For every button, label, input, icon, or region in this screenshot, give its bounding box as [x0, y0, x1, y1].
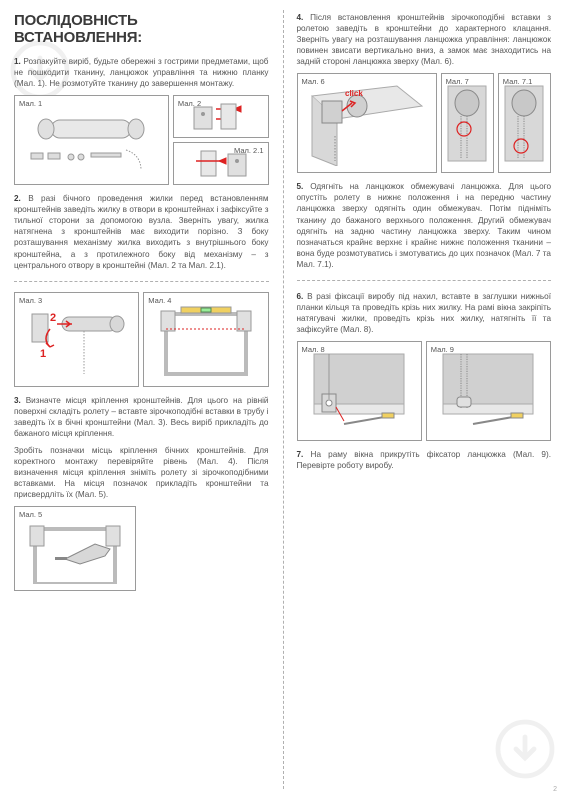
- step-text-2: В разі бічного проведення жилки перед вс…: [14, 194, 269, 269]
- paragraph-6: 6. В разі фіксації виробу під нахил, вст…: [297, 291, 552, 335]
- figure-label: Мал. 1: [19, 99, 42, 108]
- step-number-7: 7.: [297, 450, 304, 459]
- figure-5: Мал. 5: [14, 506, 136, 591]
- figure-2-1: Мал. 2.1: [173, 142, 269, 185]
- figure-1: Мал. 1: [14, 95, 169, 185]
- paragraph-4: 4. Після встановлення кронштейнів зірочк…: [297, 12, 552, 67]
- figure-row-1: Мал. 1 Мал. 2: [14, 95, 269, 185]
- level-icon: [151, 299, 261, 379]
- right-column: 4. Після встановлення кронштейнів зірочк…: [283, 0, 565, 799]
- tensioner-icon: [304, 349, 414, 434]
- step-number-3: 3.: [14, 396, 21, 405]
- figure-row-4: Мал. 6 click Мал. 7: [297, 73, 552, 173]
- figure-7-1: Мал. 7.1: [498, 73, 551, 173]
- figure-3: Мал. 3 2 1: [14, 292, 139, 387]
- figure-9: Мал. 9: [426, 341, 551, 441]
- click-mount-icon: click: [307, 81, 427, 166]
- step-number-4: 4.: [297, 13, 304, 22]
- figure-6: Мал. 6 click: [297, 73, 437, 173]
- figure-label: Мал. 9: [431, 345, 454, 354]
- paragraph-5: 5. Одягніть на ланцюжок обмежувачі ланцю…: [297, 181, 552, 270]
- step-text-3b: Зробіть позначки місць кріплення бічних …: [14, 446, 269, 499]
- figure-7: Мал. 7: [441, 73, 494, 173]
- step-text-6: В разі фіксації виробу під нахил, вставт…: [297, 292, 552, 334]
- step-text-1: Розпакуйте виріб, будьте обережні з гост…: [14, 57, 269, 88]
- figure-7-group: Мал. 7 Мал. 7.1: [441, 73, 551, 173]
- limiter-icon: [500, 81, 548, 166]
- figure-label: Мал. 5: [19, 510, 42, 519]
- figure-8: Мал. 8: [297, 341, 422, 441]
- paragraph-3b: Зробіть позначки місць кріплення бічних …: [14, 445, 269, 500]
- drill-icon: [20, 514, 130, 584]
- page-number: 2: [553, 786, 557, 793]
- step-number-2: 2.: [14, 194, 21, 203]
- figure-label: Мал. 8: [302, 345, 325, 354]
- figure-label: Мал. 2: [178, 99, 201, 108]
- section-divider: [14, 281, 269, 282]
- figure-2: Мал. 2: [173, 95, 269, 138]
- left-column: ПОСЛІДОВНІСТЬ ВСТАНОВЛЕННЯ: 1. Розпакуйт…: [0, 0, 283, 799]
- figure-row-2: Мал. 3 2 1 Мал. 4: [14, 292, 269, 387]
- figure-label: Мал. 4: [148, 296, 171, 305]
- figure-label: Мал. 3: [19, 296, 42, 305]
- roller-parts-icon: [26, 105, 156, 175]
- step-number-5: 5.: [297, 182, 304, 191]
- page: ПОСЛІДОВНІСТЬ ВСТАНОВЛЕННЯ: 1. Розпакуйт…: [0, 0, 565, 799]
- chain-fix-icon: [433, 349, 543, 434]
- svg-text:1: 1: [40, 348, 46, 360]
- figure-row-3: Мал. 5: [14, 506, 269, 591]
- paragraph-7: 7. На раму вікна прикрутіть фіксатор лан…: [297, 449, 552, 471]
- section-divider: [297, 280, 552, 281]
- step-text-4: Після встановлення кронштейнів зірочкопо…: [297, 13, 552, 66]
- figure-label: Мал. 6: [302, 77, 325, 86]
- paragraph-1: 1. Розпакуйте виріб, будьте обережні з г…: [14, 56, 269, 89]
- step-text-3a: Визначте місця кріплення кронштейнів. Дл…: [14, 396, 269, 438]
- figure-label: Мал. 7.1: [503, 77, 532, 86]
- figure-2-group: Мал. 2 Мал. 2.1: [173, 95, 269, 185]
- limiter-icon: [443, 81, 491, 166]
- figure-label: Мал. 2.1: [234, 146, 263, 155]
- paragraph-2: 2. В разі бічного проведення жилки перед…: [14, 193, 269, 270]
- step-number-6: 6.: [297, 292, 304, 301]
- step-text-5: Одягніть на ланцюжок обмежувачі ланцюжка…: [297, 182, 552, 268]
- svg-text:2: 2: [50, 312, 56, 324]
- page-title: ПОСЛІДОВНІСТЬ ВСТАНОВЛЕННЯ:: [14, 12, 269, 46]
- watermark-icon: [495, 719, 555, 779]
- figure-row-5: Мал. 8 Мал. 9: [297, 341, 552, 441]
- assembly-icon: 2 1: [22, 299, 132, 379]
- figure-label: Мал. 7: [446, 77, 469, 86]
- step-number-1: 1.: [14, 57, 21, 66]
- step-text-7: На раму вікна прикрутіть фіксатор ланцюж…: [297, 450, 551, 470]
- figure-4: Мал. 4: [143, 292, 268, 387]
- click-label: click: [345, 89, 363, 98]
- paragraph-3a: 3. Визначте місця кріплення кронштейнів.…: [14, 395, 269, 439]
